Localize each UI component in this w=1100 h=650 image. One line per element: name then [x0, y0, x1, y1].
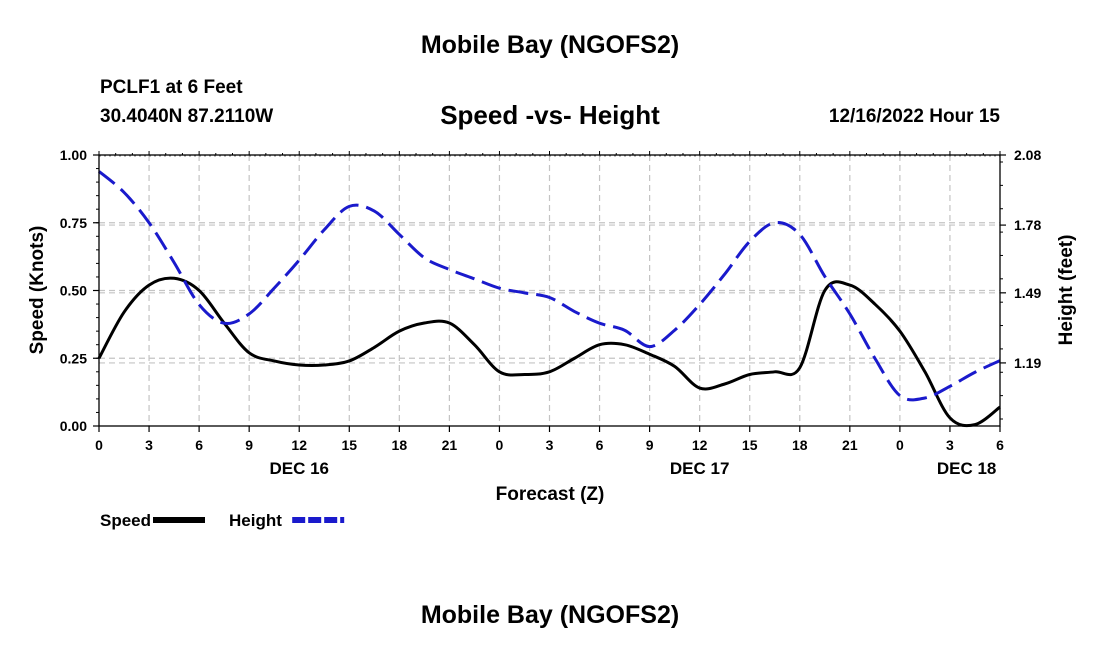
x-tick-label: 9 — [245, 437, 253, 453]
tick-labels: 0 3 6 9 12 15 18 21 0 3 6 9 12 15 18 21 0 3 6 0.00 0.25 0.50 0… — [60, 147, 1042, 478]
y-left-tick-label: 0.00 — [60, 418, 87, 434]
series-line-height — [98, 170, 1001, 402]
x-tick-label: 18 — [392, 437, 408, 453]
date-label: DEC 16 — [269, 459, 329, 478]
x-tick-label: 12 — [692, 437, 708, 453]
forecast-date-label: 12/16/2022 Hour 15 — [828, 106, 1000, 127]
y-right-tick-label: 2.08 — [1014, 147, 1041, 163]
y-right-tick-label: 1.19 — [1014, 355, 1041, 371]
legend: Speed Height — [100, 511, 345, 530]
y-left-tick-label: 0.75 — [60, 215, 87, 231]
chart-title: Speed -vs- Height — [440, 100, 660, 130]
x-tick-label: 9 — [646, 437, 654, 453]
x-tick-label: 3 — [546, 437, 554, 453]
x-tick-label: 15 — [742, 437, 758, 453]
y-axis-left-label: Speed (Knots) — [27, 226, 48, 355]
x-tick-label: 15 — [341, 437, 357, 453]
y-left-tick-label: 0.50 — [60, 283, 87, 299]
x-tick-label: 12 — [291, 437, 307, 453]
y-right-tick-label: 1.49 — [1014, 285, 1041, 301]
x-tick-label: 3 — [946, 437, 954, 453]
station-label: PCLF1 at 6 Feet — [100, 77, 243, 98]
x-tick-label: 6 — [195, 437, 203, 453]
date-label: DEC 17 — [670, 459, 730, 478]
y-right-tick-label: 1.78 — [1014, 217, 1041, 233]
legend-label-speed: Speed — [100, 511, 151, 530]
coordinates-label: 30.4040N 87.2110W — [100, 106, 274, 127]
grid-lines — [99, 155, 1000, 426]
x-axis-label: Forecast (Z) — [496, 484, 605, 505]
x-tick-label: 0 — [896, 437, 904, 453]
bottom-title: Mobile Bay (NGOFS2) — [420, 601, 680, 629]
x-tick-label: 18 — [792, 437, 808, 453]
y-left-tick-label: 0.25 — [60, 350, 87, 366]
top-title: Mobile Bay (NGOFS2) — [420, 31, 680, 59]
x-tick-label: 0 — [95, 437, 103, 453]
x-tick-label: 21 — [442, 437, 458, 453]
series-line-speed — [97, 276, 1001, 428]
y-axis-right-label: Height (feet) — [1056, 235, 1077, 346]
x-tick-label: 21 — [842, 437, 858, 453]
y-left-tick-label: 1.00 — [60, 147, 87, 163]
x-tick-label: 6 — [596, 437, 604, 453]
x-tick-label: 3 — [145, 437, 153, 453]
tick-marks — [93, 151, 1006, 432]
series-group — [97, 170, 1001, 428]
legend-label-height: Height — [229, 511, 282, 530]
date-label: DEC 18 — [937, 459, 997, 478]
x-tick-label: 0 — [496, 437, 504, 453]
x-tick-label: 6 — [996, 437, 1004, 453]
